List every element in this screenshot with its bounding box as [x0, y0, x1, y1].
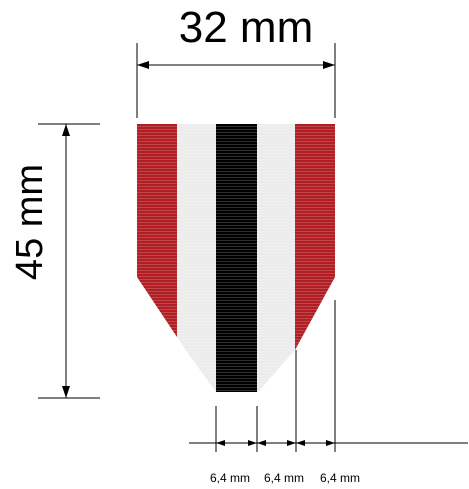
height-label: 45 mm	[9, 164, 51, 280]
ribbon-texture	[137, 124, 335, 392]
stripe-label-3: 6,4 mm	[320, 471, 360, 485]
stripe-label-1: 6,4 mm	[210, 471, 250, 485]
arrowhead-right	[323, 61, 335, 69]
width-label: 32 mm	[179, 3, 313, 52]
height-dimension: 45 mm	[9, 123, 100, 399]
width-dimension: 32 mm	[136, 3, 336, 118]
stripe-dimensions: 6,4 mm 6,4 mm 6,4 mm	[189, 300, 468, 485]
ribbon-shape	[137, 124, 335, 392]
stripe-label-2: 6,4 mm	[264, 471, 304, 485]
arrowhead-left	[137, 61, 149, 69]
arrowhead-top	[62, 124, 70, 136]
arrowhead-bottom	[62, 386, 70, 398]
